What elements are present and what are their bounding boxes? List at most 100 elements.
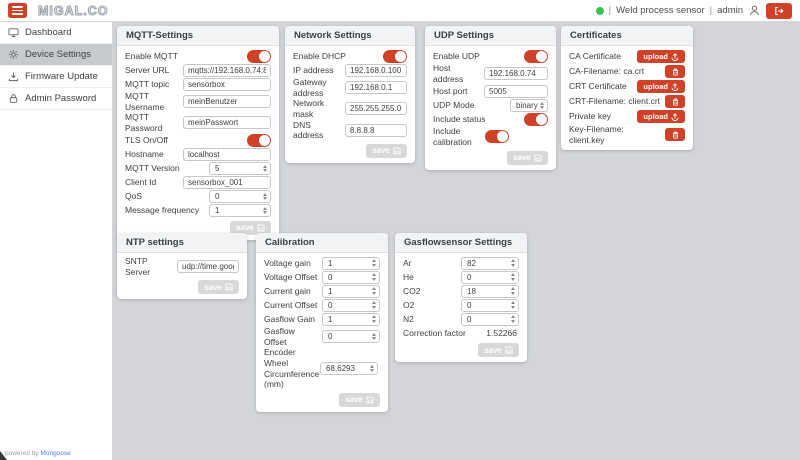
- select-value: binary: [516, 100, 538, 110]
- settings-row: Include status: [433, 112, 548, 126]
- network-mask-input[interactable]: [345, 102, 407, 116]
- logout-button[interactable]: [766, 2, 792, 19]
- include-calibration-toggle[interactable]: [485, 130, 509, 144]
- save-button[interactable]: save: [198, 280, 239, 295]
- trash-icon: [672, 98, 678, 106]
- save-button[interactable]: save: [478, 343, 519, 357]
- menu-button[interactable]: [8, 3, 27, 18]
- stepper-arrows-icon[interactable]: [511, 259, 515, 267]
- stepper-arrows-icon[interactable]: [372, 301, 376, 309]
- upload-key-button[interactable]: upload: [637, 110, 685, 123]
- stepper-value: 5: [215, 164, 220, 173]
- sidebar-item-device-settings[interactable]: Device Settings: [0, 44, 112, 66]
- delete-key-button[interactable]: [665, 128, 685, 142]
- co2-stepper[interactable]: 18: [461, 284, 519, 298]
- stepper-arrows-icon[interactable]: [372, 259, 376, 267]
- settings-row: Gasflow Gain 1: [264, 312, 380, 326]
- gasflow-gain-stepper[interactable]: 1: [322, 312, 380, 326]
- hostname-input[interactable]: [183, 148, 271, 161]
- stepper-value: 0: [328, 300, 333, 310]
- encoder-wheel-circumference-stepper[interactable]: 68,6293: [320, 362, 378, 375]
- sidebar-item-label: Device Settings: [25, 49, 92, 60]
- card-calibration: Calibration Voltage gain 1 Voltage Offse…: [256, 233, 388, 412]
- save-button[interactable]: save: [339, 392, 380, 407]
- n2-stepper[interactable]: 0: [461, 312, 519, 326]
- stepper-arrows-icon[interactable]: [263, 192, 267, 201]
- gasflow-offset-stepper[interactable]: 0: [322, 330, 380, 344]
- settings-row: Network mask: [293, 98, 407, 119]
- card-title: NTP settings: [117, 233, 247, 253]
- ar-stepper[interactable]: 82: [461, 256, 519, 270]
- stepper-arrows-icon[interactable]: [511, 301, 515, 309]
- mqtt-username-input[interactable]: [183, 95, 271, 109]
- settings-row: Enable MQTT: [125, 49, 271, 63]
- sidebar-item-dashboard[interactable]: Dashboard: [0, 22, 112, 44]
- enable-dhcp-toggle[interactable]: [383, 49, 407, 63]
- header-right: | Weld process sensor | admin: [595, 2, 800, 19]
- sidebar-item-firmware-update[interactable]: Firmware Update: [0, 66, 112, 88]
- card-certificates: Certificates CA Certificate upload CA-Fi…: [561, 26, 693, 151]
- tls-toggle[interactable]: [247, 134, 271, 147]
- sntp-server-input[interactable]: [177, 260, 239, 274]
- settings-row: Hostname: [125, 148, 271, 162]
- voltage-gain-stepper[interactable]: 1: [322, 256, 380, 270]
- sidebar-item-label: Admin Password: [25, 93, 97, 104]
- save-button[interactable]: save: [230, 220, 271, 235]
- client-id-input[interactable]: [183, 176, 271, 189]
- host-port-input[interactable]: [484, 84, 548, 98]
- voltage-offset-stepper[interactable]: 0: [322, 270, 380, 284]
- save-icon: [534, 153, 542, 162]
- server-url-input[interactable]: [183, 63, 271, 77]
- he-stepper[interactable]: 0: [461, 270, 519, 284]
- mongoose-link[interactable]: Mongoose: [40, 450, 71, 457]
- stepper-arrows-icon[interactable]: [263, 164, 267, 173]
- settings-row: Client Id: [125, 176, 271, 190]
- settings-row: SNTP Server: [125, 256, 239, 277]
- hamburger-icon: [12, 6, 23, 8]
- mqtt-version-stepper[interactable]: 5: [209, 162, 271, 175]
- delete-crt-button[interactable]: [665, 95, 685, 108]
- upload-ca-button[interactable]: upload: [637, 50, 685, 63]
- include-status-toggle[interactable]: [524, 112, 548, 126]
- stepper-value: 18: [467, 286, 476, 296]
- save-icon: [505, 346, 513, 354]
- upload-crt-button[interactable]: upload: [637, 80, 685, 93]
- save-button[interactable]: save: [366, 143, 407, 158]
- enable-udp-toggle[interactable]: [524, 49, 548, 63]
- separator: |: [709, 5, 713, 16]
- dns-address-input[interactable]: [345, 123, 407, 137]
- enable-mqtt-toggle[interactable]: [247, 49, 271, 63]
- stepper-arrows-icon[interactable]: [372, 332, 376, 341]
- stepper-arrows-icon[interactable]: [372, 315, 376, 323]
- stepper-arrows-icon[interactable]: [511, 273, 515, 281]
- delete-ca-button[interactable]: [665, 65, 685, 78]
- current-gain-stepper[interactable]: 1: [322, 284, 380, 298]
- stepper-arrows-icon[interactable]: [511, 287, 515, 295]
- gateway-address-input[interactable]: [345, 81, 407, 95]
- save-button[interactable]: save: [507, 150, 548, 165]
- qos-stepper[interactable]: 0: [209, 190, 271, 203]
- host-address-input[interactable]: [484, 67, 548, 81]
- stepper-arrows-icon[interactable]: [511, 315, 515, 323]
- card-title: UDP Settings: [425, 26, 556, 46]
- settings-row: MQTT topic: [125, 77, 271, 91]
- mqtt-topic-input[interactable]: [183, 77, 271, 91]
- username: admin: [717, 5, 743, 16]
- udp-mode-select[interactable]: binary: [510, 98, 548, 112]
- stepper-arrows-icon[interactable]: [372, 273, 376, 281]
- settings-row: Gasflow Offset 0: [264, 326, 380, 347]
- separator: |: [608, 5, 612, 16]
- stepper-value: 0: [467, 300, 472, 310]
- stepper-arrows-icon[interactable]: [370, 364, 374, 373]
- message-frequency-stepper[interactable]: 1: [209, 204, 271, 217]
- stepper-arrows-icon[interactable]: [263, 206, 267, 215]
- settings-row: MQTT Username: [125, 91, 271, 112]
- powered-by-label: powered by: [5, 450, 39, 457]
- o2-stepper[interactable]: 0: [461, 298, 519, 312]
- current-offset-stepper[interactable]: 0: [322, 298, 380, 312]
- stepper-arrows-icon[interactable]: [372, 287, 376, 295]
- sidebar-item-admin-password[interactable]: Admin Password: [0, 88, 112, 110]
- card-title: Gasflowsensor Settings: [395, 233, 527, 253]
- ip-address-input[interactable]: [345, 63, 407, 77]
- mqtt-password-input[interactable]: [183, 116, 271, 130]
